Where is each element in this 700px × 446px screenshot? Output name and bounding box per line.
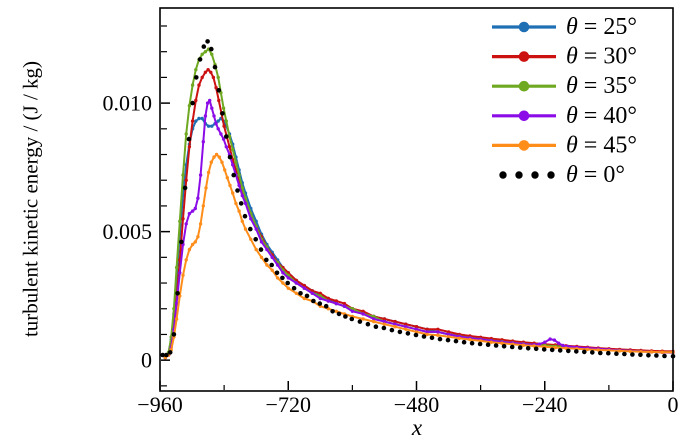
y-tick-label: 0.010 <box>103 91 153 116</box>
y-tick-label: 0 <box>141 348 152 373</box>
plot-frame <box>159 7 674 392</box>
legend: θ = 25° θ = 30° θ = 35° θ = 40° θ = 45° θ = 0… <box>492 14 637 188</box>
legend-item-theta-25: θ = 25° <box>492 14 637 40</box>
series-theta-40 <box>163 98 675 360</box>
legend-label: θ = 25° <box>566 14 637 40</box>
legend-item-theta-30: θ = 30° <box>492 44 637 70</box>
y-tick-label: 0.005 <box>103 219 153 244</box>
legend-item-theta-0: θ = 0° <box>499 162 625 188</box>
legend-item-theta-45: θ = 45° <box>492 132 637 158</box>
x-tick-label: −480 <box>394 392 439 417</box>
x-axis-ticks: −960 −720 −480 −240 0 <box>137 381 679 417</box>
legend-marker-swatch <box>518 140 530 151</box>
series-group <box>160 39 676 360</box>
x-tick-label: −720 <box>266 392 311 417</box>
legend-marker-swatch <box>518 21 530 33</box>
legend-item-theta-40: θ = 40° <box>492 103 637 129</box>
legend-dots-swatch <box>515 171 523 179</box>
legend-item-theta-35: θ = 35° <box>492 73 637 99</box>
series-theta-0 <box>160 39 676 359</box>
legend-dots-swatch <box>499 171 507 179</box>
legend-label: θ = 40° <box>566 103 637 129</box>
legend-label: θ = 45° <box>566 132 637 158</box>
x-tick-label: −960 <box>137 392 182 417</box>
x-tick-label: −240 <box>522 392 567 417</box>
legend-dots-swatch <box>531 171 539 179</box>
y-axis-title: turbulent kinetic energy / (J / kg) <box>18 60 43 338</box>
x-axis-title: x <box>411 415 423 440</box>
y-axis-ticks: 0 0.005 0.010 <box>103 25 170 387</box>
x-tick-label: 0 <box>668 392 679 417</box>
legend-label: θ = 35° <box>566 73 637 99</box>
legend-marker-swatch <box>518 80 530 92</box>
legend-dots-swatch <box>547 171 555 179</box>
legend-label: θ = 0° <box>566 162 625 188</box>
legend-label: θ = 30° <box>566 44 637 70</box>
legend-marker-swatch <box>518 51 530 62</box>
legend-marker-swatch <box>518 110 530 122</box>
